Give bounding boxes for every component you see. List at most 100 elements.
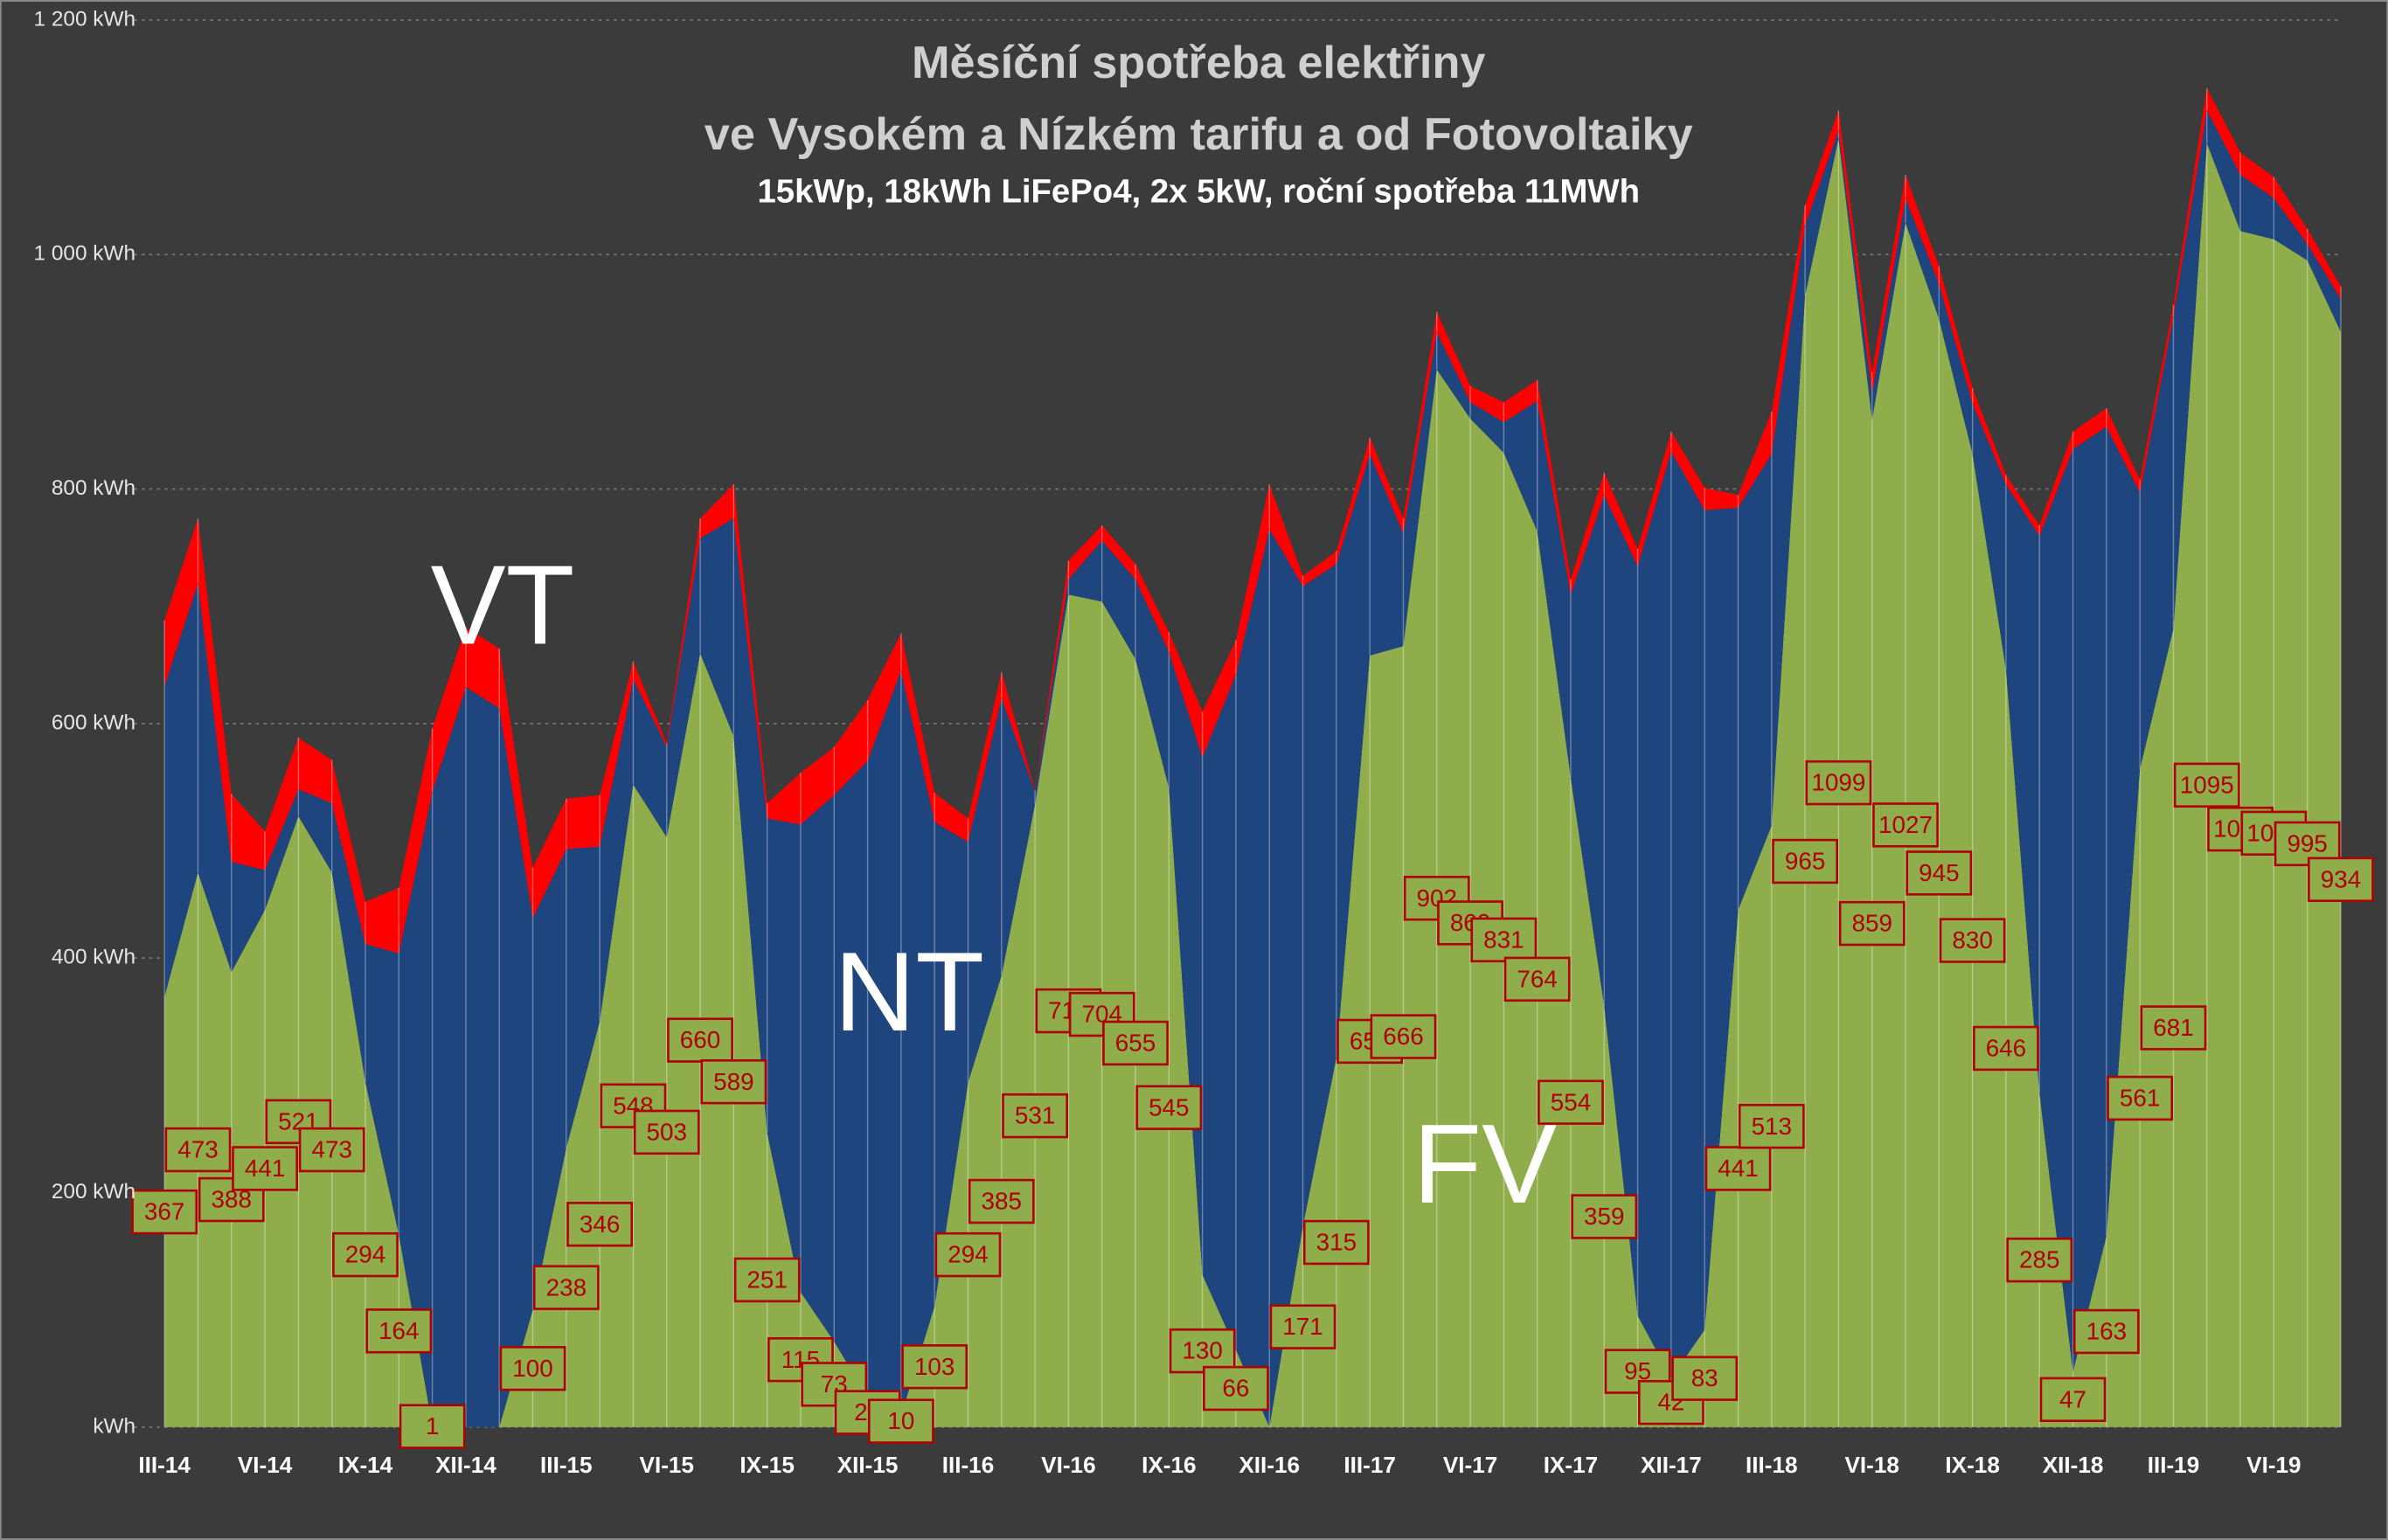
data-label-box xyxy=(1470,917,1538,963)
data-label-box xyxy=(1135,1085,1203,1130)
chart-subtitle: 15kWp, 18kWh LiFePo4, 2x 5kW, roční spot… xyxy=(757,173,1640,211)
data-label: 934 xyxy=(2321,865,2361,892)
y-tick-label: 1 000 kWh xyxy=(34,242,136,266)
x-tick-label: IX-18 xyxy=(1945,1452,1999,1478)
x-tick-label: VI-19 xyxy=(2246,1452,2301,1478)
data-label-box xyxy=(532,1265,600,1310)
x-tick-label: VI-14 xyxy=(238,1452,293,1478)
data-label-box xyxy=(332,1231,399,1278)
data-label: 346 xyxy=(580,1210,620,1238)
data-label: 995 xyxy=(2287,829,2327,857)
data-label: 103 xyxy=(914,1353,955,1380)
data-label-box xyxy=(1538,1079,1604,1125)
y-tick-label: 600 kWh xyxy=(52,711,135,734)
data-label: 561 xyxy=(2120,1085,2160,1112)
data-label-box xyxy=(633,1109,700,1155)
data-label: 385 xyxy=(982,1188,1022,1215)
data-label-box xyxy=(733,1257,801,1303)
data-label-box xyxy=(164,1127,232,1173)
y-tick-label: 1 200 kWh xyxy=(34,7,136,31)
y-tick-label: kWh xyxy=(93,1414,135,1438)
data-label: 294 xyxy=(345,1241,385,1268)
data-label: 285 xyxy=(2019,1246,2059,1273)
data-label-box xyxy=(667,1017,733,1063)
data-label-box xyxy=(1169,1328,1236,1374)
data-label: 473 xyxy=(177,1136,218,1163)
x-tick-label: IX-15 xyxy=(739,1452,794,1478)
data-label: 666 xyxy=(1383,1023,1423,1050)
data-label-box xyxy=(1102,1020,1169,1066)
data-label-box xyxy=(934,1231,1002,1278)
data-label-box xyxy=(298,1127,365,1173)
series-annotation: NT xyxy=(834,929,984,1055)
data-label-box xyxy=(232,1146,298,1191)
data-label: 831 xyxy=(1483,926,1524,953)
x-tick-label: VI-17 xyxy=(1443,1452,1497,1478)
x-tick-label: IX-17 xyxy=(1544,1452,1598,1478)
data-label: 66 xyxy=(1222,1375,1249,1402)
x-tick-label: III-16 xyxy=(942,1452,995,1478)
x-tick-label: IX-16 xyxy=(1142,1452,1196,1478)
data-label-box xyxy=(1571,1194,1638,1239)
data-label-box xyxy=(1738,1104,1805,1149)
data-label: 47 xyxy=(2059,1385,2086,1412)
data-label-box xyxy=(1838,900,1906,947)
data-label: 589 xyxy=(713,1068,753,1095)
data-label-box xyxy=(365,1308,433,1354)
data-label: 238 xyxy=(546,1273,587,1301)
data-label: 513 xyxy=(1752,1113,1792,1140)
data-label: 315 xyxy=(1316,1229,1357,1256)
data-label: 1027 xyxy=(1878,811,1933,838)
data-label-box xyxy=(1370,1014,1437,1059)
data-label: 531 xyxy=(1015,1102,1055,1129)
x-tick-label: XII-15 xyxy=(837,1452,899,1478)
data-label-box xyxy=(1906,850,1973,896)
data-label: 1099 xyxy=(1811,769,1865,796)
x-tick-label: VI-15 xyxy=(640,1452,694,1478)
data-label: 130 xyxy=(1182,1337,1222,1364)
x-tick-label: III-15 xyxy=(540,1452,593,1478)
data-label-box xyxy=(2039,1377,2107,1422)
labels: 3674733884415214732941641100238346548503… xyxy=(131,760,2374,1449)
data-label: 100 xyxy=(512,1355,552,1382)
data-label: 764 xyxy=(1517,965,1557,992)
data-label-box xyxy=(700,1059,767,1105)
data-label: 1095 xyxy=(2180,771,2234,798)
data-label-box xyxy=(968,1178,1035,1224)
data-label: 10 xyxy=(887,1407,914,1434)
data-label: 441 xyxy=(1718,1155,1758,1182)
data-label-box xyxy=(1503,956,1571,1002)
data-label-box xyxy=(1973,1025,2039,1072)
data-label-box xyxy=(1203,1365,1269,1412)
data-label: 660 xyxy=(680,1026,720,1053)
data-label: 164 xyxy=(378,1317,419,1344)
data-label: 473 xyxy=(311,1136,351,1163)
x-tick-label: III-14 xyxy=(138,1452,191,1478)
area xyxy=(164,110,2341,1427)
data-label: 359 xyxy=(1584,1203,1624,1230)
data-label-box xyxy=(1704,1146,1772,1191)
data-label-box xyxy=(566,1202,634,1247)
data-label-box xyxy=(2308,857,2374,902)
data-label: 171 xyxy=(1282,1313,1322,1340)
x-tick-label: XII-17 xyxy=(1641,1452,1702,1478)
x-tick-label: XII-14 xyxy=(435,1452,496,1478)
series-annotation: VT xyxy=(431,542,575,668)
data-label: 830 xyxy=(1952,926,1992,954)
data-label-box xyxy=(131,1189,198,1235)
x-tick-label: IX-14 xyxy=(338,1452,393,1478)
data-label-box xyxy=(867,1398,934,1444)
data-label-box xyxy=(499,1346,566,1391)
y-tick-label: 200 kWh xyxy=(52,1180,135,1204)
x-tick-label: III-17 xyxy=(1343,1452,1396,1478)
data-label: 859 xyxy=(1851,910,1892,937)
data-label: 83 xyxy=(1691,1364,1718,1391)
data-label: 655 xyxy=(1115,1030,1156,1057)
data-label: 681 xyxy=(2153,1014,2193,1041)
data-label-box xyxy=(1872,802,1939,848)
data-label: 965 xyxy=(1785,848,1825,875)
data-label: 163 xyxy=(2086,1318,2127,1345)
x-tick-label: XII-16 xyxy=(1239,1452,1300,1478)
data-label-box xyxy=(399,1404,466,1449)
